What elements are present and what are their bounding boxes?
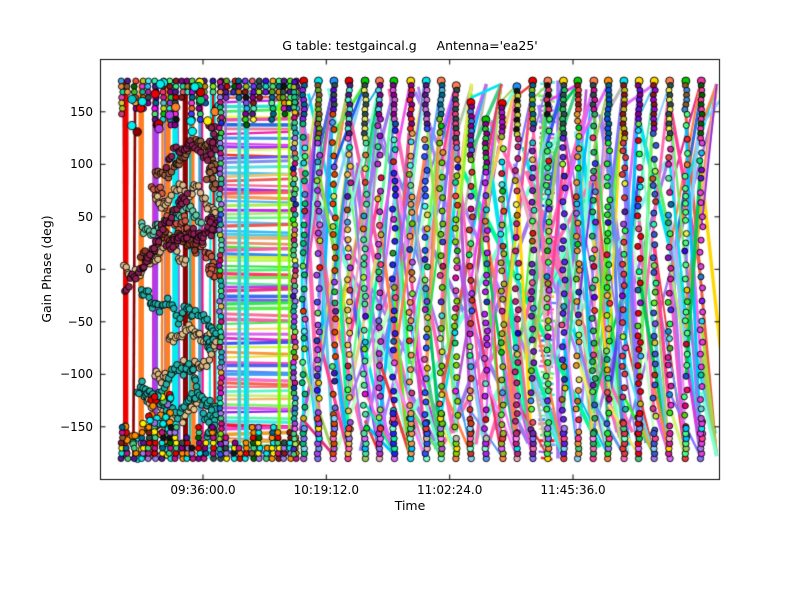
y-tick-label: 0 [85,262,93,277]
y-tick-label: 100 [70,157,93,172]
x-tick-label: 11:45:36.0 [540,483,606,497]
y-tick-label: 50 [77,209,93,224]
x-axis-label: Time [394,498,426,513]
y-tick-label: 150 [70,104,93,119]
plot-title: G table: testgaincal.g Antenna='ea25' [282,38,538,53]
y-tick-label: −150 [60,419,93,434]
x-tick-label: 09:36:00.0 [170,483,236,497]
y-tick-label: −100 [60,367,93,382]
y-tick-label: −50 [67,314,93,329]
x-tick-label: 10:19:12.0 [293,483,359,497]
x-tick-label: 11:02:24.0 [417,483,483,497]
